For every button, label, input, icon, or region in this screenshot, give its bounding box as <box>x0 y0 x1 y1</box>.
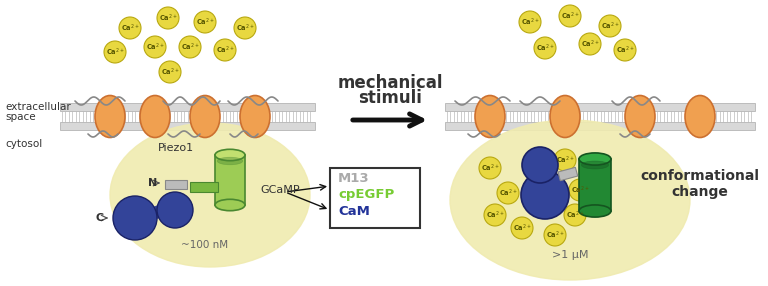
Circle shape <box>579 33 601 55</box>
Circle shape <box>599 15 621 37</box>
Circle shape <box>544 224 566 246</box>
Circle shape <box>179 36 201 58</box>
Text: CaM: CaM <box>338 205 370 218</box>
Text: Ca$^{2+}$: Ca$^{2+}$ <box>571 184 589 196</box>
Circle shape <box>144 36 166 58</box>
Text: Ca$^{2+}$: Ca$^{2+}$ <box>236 22 254 34</box>
Text: Piezo1: Piezo1 <box>158 143 194 153</box>
Circle shape <box>479 157 501 179</box>
Circle shape <box>234 17 256 39</box>
Text: Ca$^{2+}$: Ca$^{2+}$ <box>616 44 634 56</box>
Bar <box>215 155 245 205</box>
Circle shape <box>554 149 576 171</box>
Bar <box>190 182 218 192</box>
Text: Ca$^{2+}$: Ca$^{2+}$ <box>106 46 124 58</box>
Circle shape <box>484 204 506 226</box>
Bar <box>330 168 420 228</box>
Circle shape <box>497 182 519 204</box>
Circle shape <box>534 37 556 59</box>
Text: Ca$^{2+}$: Ca$^{2+}$ <box>566 209 584 221</box>
Ellipse shape <box>240 96 270 138</box>
Bar <box>60 122 315 130</box>
Ellipse shape <box>450 120 690 280</box>
Bar <box>60 103 315 111</box>
Text: mechanical: mechanical <box>337 74 442 92</box>
Text: Ca$^{2+}$: Ca$^{2+}$ <box>561 10 579 22</box>
Circle shape <box>113 196 157 240</box>
Text: Ca$^{2+}$: Ca$^{2+}$ <box>555 154 574 166</box>
Ellipse shape <box>579 205 611 217</box>
Circle shape <box>559 5 581 27</box>
Bar <box>579 159 611 211</box>
Ellipse shape <box>140 96 170 138</box>
Ellipse shape <box>190 96 220 138</box>
Text: cytosol: cytosol <box>5 139 42 149</box>
Circle shape <box>194 11 216 33</box>
Circle shape <box>521 171 569 219</box>
Text: Ca$^{2+}$: Ca$^{2+}$ <box>481 162 499 174</box>
Text: extracellular: extracellular <box>5 102 71 112</box>
Ellipse shape <box>110 123 310 267</box>
Text: C: C <box>95 213 103 223</box>
Text: N: N <box>148 178 157 188</box>
Text: Ca$^{2+}$: Ca$^{2+}$ <box>485 209 505 221</box>
Bar <box>445 122 755 130</box>
Ellipse shape <box>475 96 505 138</box>
Ellipse shape <box>685 96 715 138</box>
Ellipse shape <box>95 96 125 138</box>
Ellipse shape <box>217 157 243 165</box>
Text: Ca$^{2+}$: Ca$^{2+}$ <box>146 41 164 53</box>
Circle shape <box>157 192 193 228</box>
Text: Ca$^{2+}$: Ca$^{2+}$ <box>521 16 539 28</box>
Text: change: change <box>671 185 728 199</box>
Text: GCaMP: GCaMP <box>260 185 300 195</box>
Text: Ca$^{2+}$: Ca$^{2+}$ <box>581 38 599 50</box>
Text: Ca$^{2+}$: Ca$^{2+}$ <box>498 187 518 199</box>
Circle shape <box>157 7 179 29</box>
Ellipse shape <box>579 153 611 165</box>
Text: conformational: conformational <box>641 169 760 183</box>
Text: cpEGFP: cpEGFP <box>338 188 394 201</box>
Bar <box>445 103 755 111</box>
Text: Ca$^{2+}$: Ca$^{2+}$ <box>161 66 180 78</box>
Circle shape <box>522 147 558 183</box>
Text: Ca$^{2+}$: Ca$^{2+}$ <box>180 41 200 53</box>
Text: space: space <box>5 112 35 122</box>
Circle shape <box>214 39 236 61</box>
Ellipse shape <box>215 149 245 161</box>
Text: Ca$^{2+}$: Ca$^{2+}$ <box>196 16 214 28</box>
Ellipse shape <box>550 96 580 138</box>
Text: Ca$^{2+}$: Ca$^{2+}$ <box>216 44 234 56</box>
Text: Ca$^{2+}$: Ca$^{2+}$ <box>513 222 531 234</box>
Text: stimuli: stimuli <box>358 89 422 107</box>
Circle shape <box>104 41 126 63</box>
Text: Ca$^{2+}$: Ca$^{2+}$ <box>121 22 139 34</box>
Circle shape <box>614 39 636 61</box>
Circle shape <box>159 61 181 83</box>
Text: Ca$^{2+}$: Ca$^{2+}$ <box>545 229 564 241</box>
Circle shape <box>519 11 541 33</box>
Text: >1 μM: >1 μM <box>551 250 588 260</box>
Bar <box>165 180 187 189</box>
Text: Ca$^{2+}$: Ca$^{2+}$ <box>535 42 554 54</box>
Circle shape <box>511 217 533 239</box>
Ellipse shape <box>581 161 608 169</box>
Text: ~100 nM: ~100 nM <box>181 240 229 250</box>
Circle shape <box>569 179 591 201</box>
Ellipse shape <box>215 199 245 211</box>
Circle shape <box>564 204 586 226</box>
Ellipse shape <box>625 96 655 138</box>
Text: Ca$^{2+}$: Ca$^{2+}$ <box>601 20 619 32</box>
Circle shape <box>119 17 141 39</box>
Bar <box>558 167 578 181</box>
Text: Ca$^{2+}$: Ca$^{2+}$ <box>159 12 177 24</box>
Text: M13: M13 <box>338 172 369 185</box>
